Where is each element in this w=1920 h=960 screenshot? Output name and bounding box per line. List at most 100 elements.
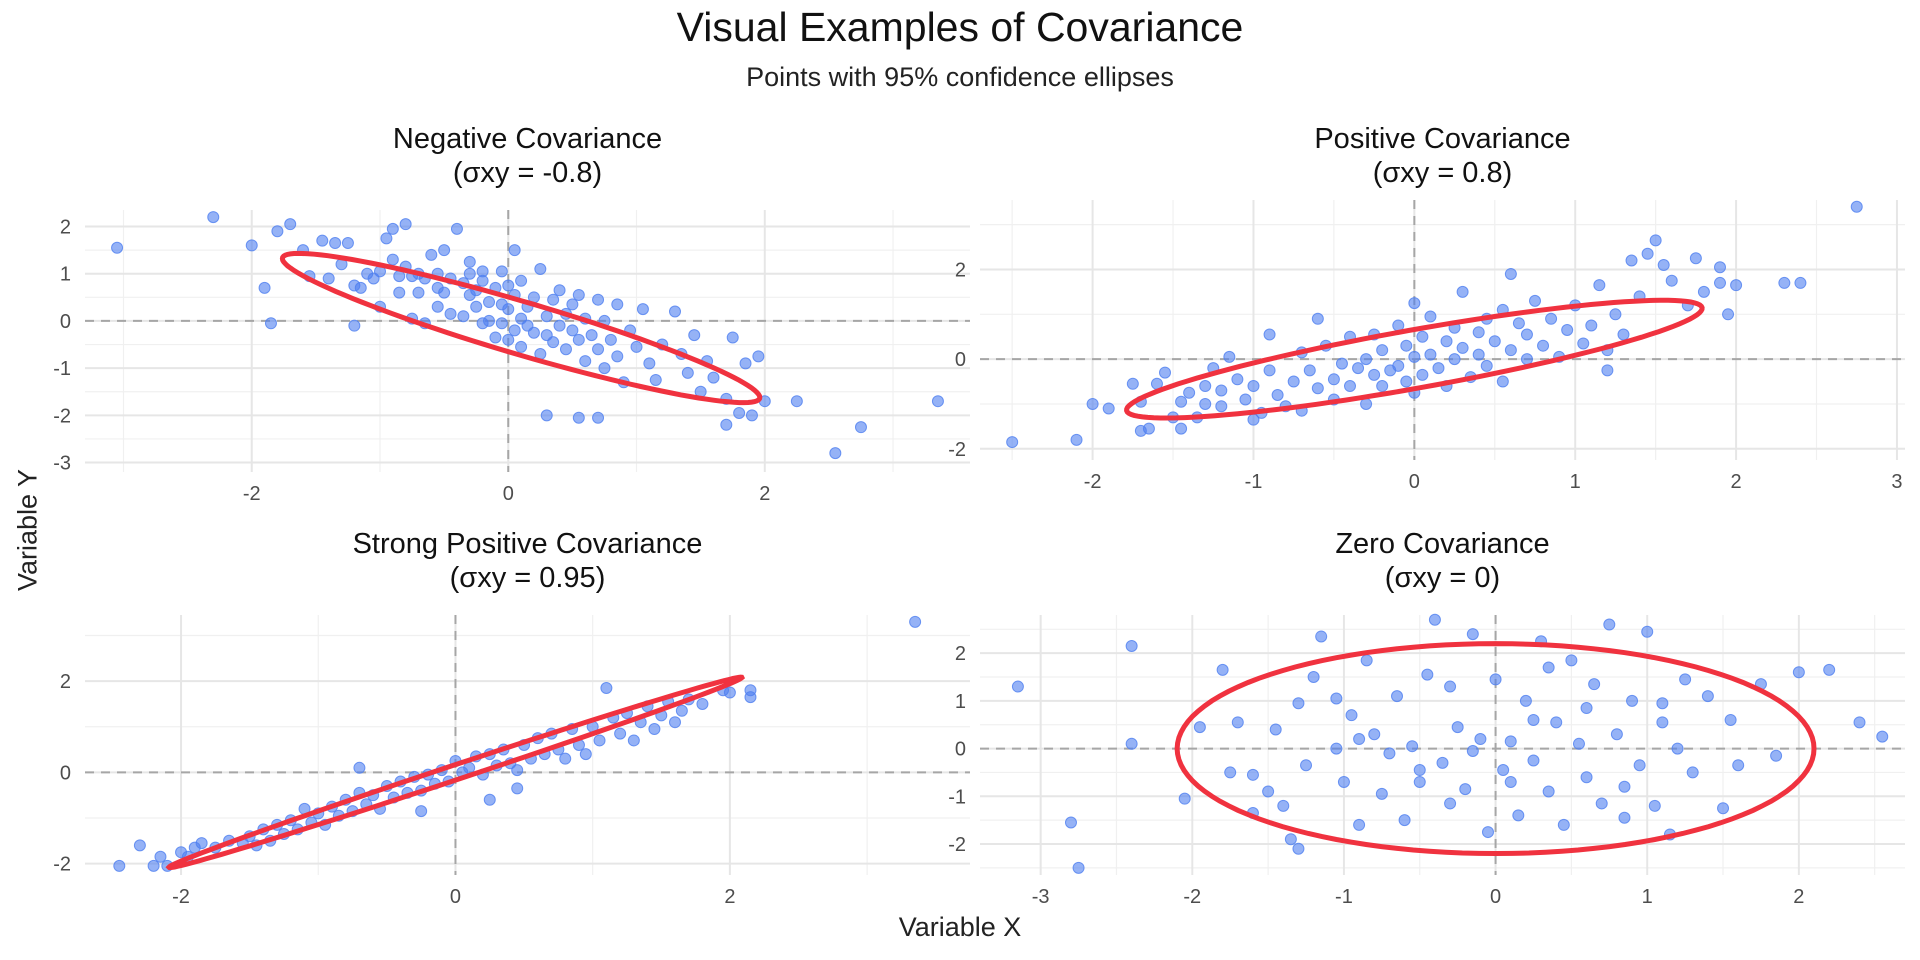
- data-point: [1353, 733, 1366, 746]
- data-point: [1876, 730, 1889, 743]
- data-point: [675, 704, 688, 717]
- data-point: [1330, 692, 1343, 705]
- data-point: [636, 303, 649, 316]
- data-point: [1368, 368, 1381, 381]
- data-point: [1360, 654, 1373, 667]
- y-tick-label: -1: [53, 358, 71, 380]
- data-point: [1376, 380, 1389, 393]
- data-point: [438, 286, 451, 299]
- data-point: [1315, 630, 1328, 643]
- data-point: [1216, 663, 1229, 676]
- data-point: [1794, 276, 1807, 289]
- data-point: [1263, 328, 1276, 341]
- data-point: [1610, 728, 1623, 741]
- data-point: [1345, 709, 1358, 722]
- y-tick-label: -1: [948, 786, 966, 808]
- data-point: [579, 355, 592, 368]
- data-point: [1527, 713, 1540, 726]
- data-point: [681, 366, 694, 379]
- data-point: [598, 362, 611, 375]
- x-tick-label: -1: [1335, 886, 1353, 908]
- data-point: [1376, 344, 1389, 357]
- data-point: [1360, 397, 1373, 410]
- data-point: [1360, 353, 1373, 366]
- x-tick-label: -3: [1032, 886, 1050, 908]
- x-tick-label: -2: [1084, 471, 1102, 493]
- x-tick-label: -2: [172, 886, 190, 908]
- data-point: [611, 350, 624, 363]
- data-point: [399, 218, 412, 231]
- data-point: [431, 300, 444, 313]
- data-point: [1199, 380, 1212, 393]
- data-point: [1223, 350, 1236, 363]
- data-point: [1416, 330, 1429, 343]
- data-point: [1102, 402, 1115, 415]
- data-point: [1451, 721, 1464, 734]
- data-point: [502, 279, 515, 292]
- data-point: [540, 409, 553, 422]
- data-point: [1327, 373, 1340, 386]
- data-point: [1641, 625, 1654, 638]
- data-point: [1456, 285, 1469, 298]
- data-point: [1497, 764, 1510, 777]
- data-point: [1375, 787, 1388, 800]
- data-point: [1724, 713, 1737, 726]
- data-point: [1512, 317, 1525, 330]
- data-point: [1400, 339, 1413, 352]
- data-point: [438, 244, 451, 257]
- data-point: [1625, 254, 1638, 267]
- data-point: [566, 298, 579, 311]
- y-tick-label: -3: [53, 453, 71, 475]
- panel-2: -2 -1 0 1 2 3 -2 0 2 Positive Covariance(σxy = 0.…: [948, 123, 1905, 493]
- data-point: [1440, 335, 1453, 348]
- data-point: [511, 764, 524, 777]
- data-point: [1853, 716, 1866, 729]
- data-point: [1432, 362, 1445, 375]
- data-point: [264, 317, 277, 330]
- data-point: [572, 411, 585, 424]
- data-point: [527, 326, 540, 339]
- y-tick-label: -2: [53, 405, 71, 427]
- data-point: [1792, 666, 1805, 679]
- data-point: [1292, 697, 1305, 710]
- data-point: [559, 752, 572, 765]
- confidence-ellipse: [1174, 641, 1817, 857]
- data-point: [1224, 766, 1237, 779]
- y-tick-label: 0: [60, 762, 71, 784]
- panel-title: Strong Positive Covariance: [353, 528, 703, 560]
- data-point: [1527, 754, 1540, 767]
- data-point: [1246, 768, 1259, 781]
- data-point: [1722, 308, 1735, 321]
- data-point: [1504, 775, 1517, 788]
- data-point: [412, 286, 425, 299]
- data-point: [1466, 628, 1479, 641]
- data-point: [348, 319, 361, 332]
- data-point: [1656, 697, 1669, 710]
- data-point: [1383, 747, 1396, 760]
- data-point: [739, 357, 752, 370]
- confidence-ellipse: [279, 250, 763, 406]
- data-point: [502, 333, 515, 346]
- data-point: [415, 805, 428, 818]
- data-point: [547, 336, 560, 349]
- data-point: [1416, 368, 1429, 381]
- data-point: [470, 300, 483, 313]
- data-point: [829, 447, 842, 460]
- data-point: [547, 293, 560, 306]
- data-point: [1215, 384, 1228, 397]
- x-tick-label: 2: [1793, 886, 1804, 908]
- data-point: [1481, 826, 1494, 839]
- panel-title: (σxy = 0.95): [450, 562, 606, 594]
- data-point: [1459, 783, 1472, 796]
- data-point: [1070, 433, 1083, 446]
- data-point: [1588, 678, 1601, 691]
- data-point: [1732, 759, 1745, 772]
- data-point: [1421, 668, 1434, 681]
- data-point: [495, 265, 508, 278]
- data-point: [592, 293, 605, 306]
- data-point: [649, 373, 662, 386]
- data-point: [1142, 422, 1155, 435]
- data-point: [508, 244, 521, 257]
- data-point: [1504, 735, 1517, 748]
- data-point: [1344, 380, 1356, 393]
